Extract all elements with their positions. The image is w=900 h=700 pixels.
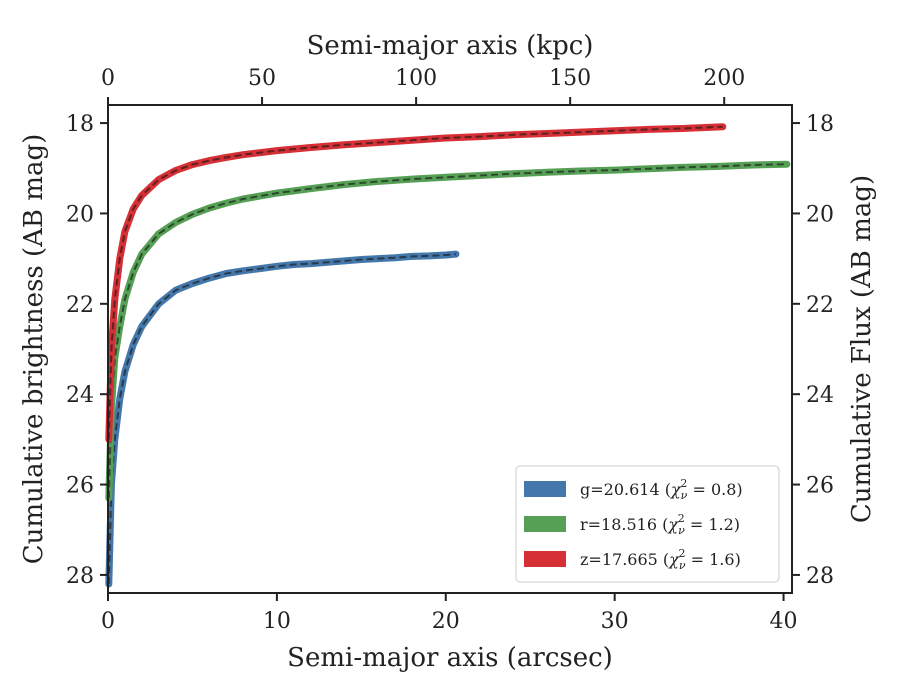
x-tick-label: 30 xyxy=(601,609,629,634)
series-1 xyxy=(105,160,791,502)
y-tick-label: 20 xyxy=(66,202,94,227)
y-tick-label: 26 xyxy=(66,474,94,499)
x-tick-label: 20 xyxy=(432,609,460,634)
series-2 xyxy=(105,123,727,443)
legend: g=20.614 (χν2 = 0.8) r=18.516 (χν2 = 1.2)… xyxy=(515,465,780,583)
x-tick-label: 0 xyxy=(101,609,115,634)
y-tick-label: 24 xyxy=(66,383,94,408)
series-model-line-2 xyxy=(107,125,723,440)
legend-swatch-0 xyxy=(524,481,566,497)
x-tick-label: 10 xyxy=(263,609,291,634)
series-model-line-1 xyxy=(107,163,787,499)
y-tick-label: 28 xyxy=(66,564,94,589)
y-axis-title: Cumulative brightness (AB mag) xyxy=(19,134,49,565)
y-tick-label: 18 xyxy=(66,112,94,137)
top-x-tick-label: 0 xyxy=(101,66,115,91)
top-x-tick-label: 200 xyxy=(703,66,745,91)
top-x-axis-title: Semi-major axis (kpc) xyxy=(307,31,594,61)
plot-frame xyxy=(107,104,793,594)
series-band-1 xyxy=(105,160,791,502)
right-y-tick-label: 22 xyxy=(806,293,834,318)
legend-swatch-2 xyxy=(524,551,566,567)
legend-label-1: r=18.516 (χν2 = 1.2) xyxy=(580,512,740,537)
legend-label-2: z=17.665 (χν2 = 1.6) xyxy=(580,547,741,572)
series-0 xyxy=(105,250,460,588)
right-y-axis-title: Cumulative Flux (AB mag) xyxy=(847,175,877,523)
series-band-0 xyxy=(105,250,460,588)
series-layer xyxy=(105,123,791,588)
y-tick-label: 22 xyxy=(66,293,94,318)
top-x-tick-label: 50 xyxy=(248,66,276,91)
top-x-tick-label: 100 xyxy=(395,66,437,91)
right-y-tick-label: 20 xyxy=(806,202,834,227)
ticks-layer: 0 10 20 30 40 0 50 100 150 200 18 18 20 20 22 22 24 24 26 2… xyxy=(66,66,834,634)
series-model-line-0 xyxy=(107,253,456,585)
right-y-tick-label: 18 xyxy=(806,112,834,137)
legend-label-0: g=20.614 (χν2 = 0.8) xyxy=(580,477,743,502)
right-y-tick-label: 26 xyxy=(806,474,834,499)
x-tick-label: 40 xyxy=(770,609,798,634)
x-axis-title: Semi-major axis (arcsec) xyxy=(287,643,613,673)
legend-swatch-1 xyxy=(524,516,566,532)
right-y-tick-label: 28 xyxy=(806,564,834,589)
right-y-tick-label: 24 xyxy=(806,383,834,408)
top-x-tick-label: 150 xyxy=(549,66,591,91)
legend-frame xyxy=(515,465,780,583)
